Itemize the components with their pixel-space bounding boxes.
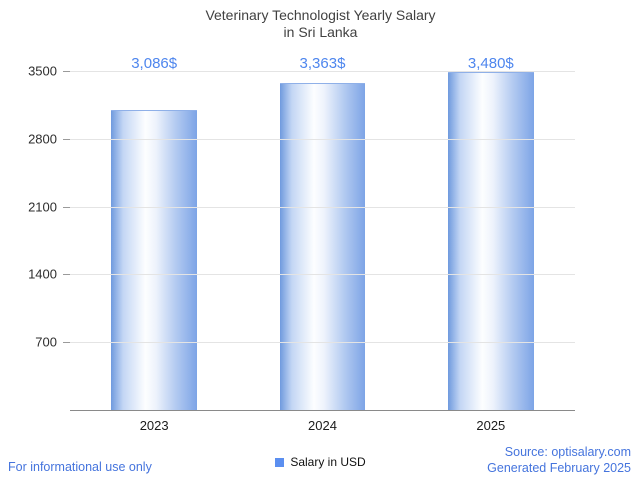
bar-cell-2025 bbox=[407, 71, 575, 410]
y-tick-3500 bbox=[63, 71, 70, 72]
value-label-2025: 3,480$ bbox=[467, 55, 514, 72]
x-axis-label-2025: 2025 bbox=[476, 418, 506, 433]
plot-area: 2023 2024 2025 700 1400 2100 2800 3500 bbox=[28, 64, 575, 433]
y-tick-2800 bbox=[63, 138, 70, 140]
bar-cell-2023 bbox=[70, 71, 238, 410]
gridline-2100 bbox=[70, 206, 575, 208]
y-axis-label-2800: 2800 bbox=[28, 131, 57, 147]
y-tick-2100 bbox=[63, 206, 70, 208]
footer-generated: Generated February 2025 bbox=[487, 461, 631, 475]
x-axis-label-2024: 2024 bbox=[308, 418, 337, 433]
footer-disclaimer: For informational use only bbox=[8, 460, 152, 474]
y-axis-label-1400: 1400 bbox=[28, 266, 57, 282]
gridline-700 bbox=[70, 342, 575, 344]
legend: Salary in USD bbox=[0, 455, 641, 469]
gridline-2800 bbox=[70, 138, 575, 140]
value-label-2024: 3,363$ bbox=[299, 55, 346, 72]
bar-2025 bbox=[447, 71, 534, 410]
gridline-1400 bbox=[70, 274, 575, 276]
y-axis-label-3500: 3500 bbox=[28, 63, 57, 79]
chart-title-line2: in Sri Lanka bbox=[283, 24, 358, 40]
footer-source: Source: optisalary.com bbox=[504, 445, 631, 459]
y-axis-label-2100: 2100 bbox=[28, 199, 57, 215]
chart-title: Veterinary Technologist Yearly Salary in… bbox=[0, 7, 641, 41]
y-axis-label-700: 700 bbox=[35, 334, 57, 350]
value-label-2023: 3,086$ bbox=[131, 55, 178, 72]
bars-row bbox=[70, 71, 575, 410]
y-tick-1400 bbox=[63, 274, 70, 276]
legend-label: Salary in USD bbox=[290, 455, 366, 469]
value-labels-row: 3,086$ 3,363$ 3,480$ bbox=[70, 55, 575, 72]
bar-cell-2024 bbox=[238, 71, 406, 410]
legend-swatch-icon bbox=[275, 457, 285, 467]
gridline-3500 bbox=[70, 71, 575, 72]
chart-title-line1: Veterinary Technologist Yearly Salary bbox=[205, 7, 436, 23]
x-axis-label-2023: 2023 bbox=[139, 418, 169, 433]
footer-source-block: Source: optisalary.com Generated Februar… bbox=[487, 444, 631, 476]
bar-2024 bbox=[279, 83, 366, 410]
x-labels-row: 2023 2024 2025 bbox=[70, 418, 575, 433]
y-tick-700 bbox=[63, 342, 70, 344]
bar-2023 bbox=[111, 110, 198, 410]
